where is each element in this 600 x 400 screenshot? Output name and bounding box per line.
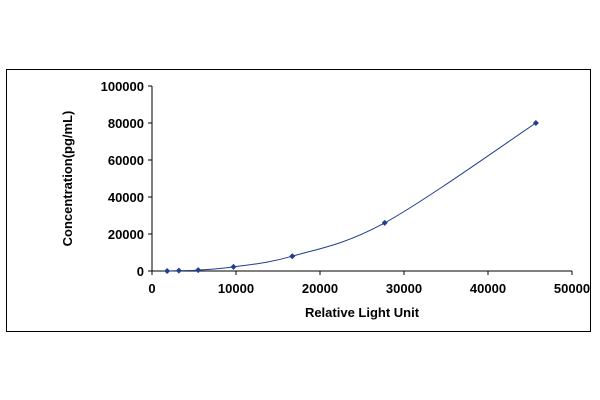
x-tick-label: 0: [148, 281, 155, 296]
data-points: [164, 120, 539, 274]
x-tick-label: 50000: [554, 281, 590, 296]
x-tick-label: 40000: [470, 281, 506, 296]
axes: [151, 86, 572, 272]
y-tick-label: 100000: [101, 79, 144, 94]
data-point-marker: [381, 219, 388, 226]
y-tick-label: 40000: [108, 190, 144, 205]
y-tick-label: 0: [137, 264, 144, 279]
x-tick-label: 30000: [386, 281, 422, 296]
y-tick-label: 60000: [108, 153, 144, 168]
data-point-marker: [289, 253, 296, 260]
x-tick-label: 20000: [302, 281, 338, 296]
y-axis-ticks: 0 20000 40000 60000 80000 100000: [101, 79, 152, 279]
x-axis-ticks: 0 10000 20000 30000 40000 50000: [148, 271, 590, 296]
chart-frame: [6, 69, 591, 332]
data-point-marker: [195, 267, 202, 274]
data-point-marker: [532, 120, 539, 126]
data-point-marker: [175, 267, 182, 274]
y-axis-title: Concentration(pg/mL): [60, 111, 75, 247]
data-point-marker: [230, 263, 237, 270]
x-tick-label: 10000: [218, 281, 254, 296]
data-point-marker: [164, 268, 171, 274]
x-axis-title: Relative Light Unit: [305, 305, 420, 320]
y-tick-label: 20000: [108, 227, 144, 242]
fit-curve: [167, 122, 537, 272]
y-tick-label: 80000: [108, 116, 144, 131]
